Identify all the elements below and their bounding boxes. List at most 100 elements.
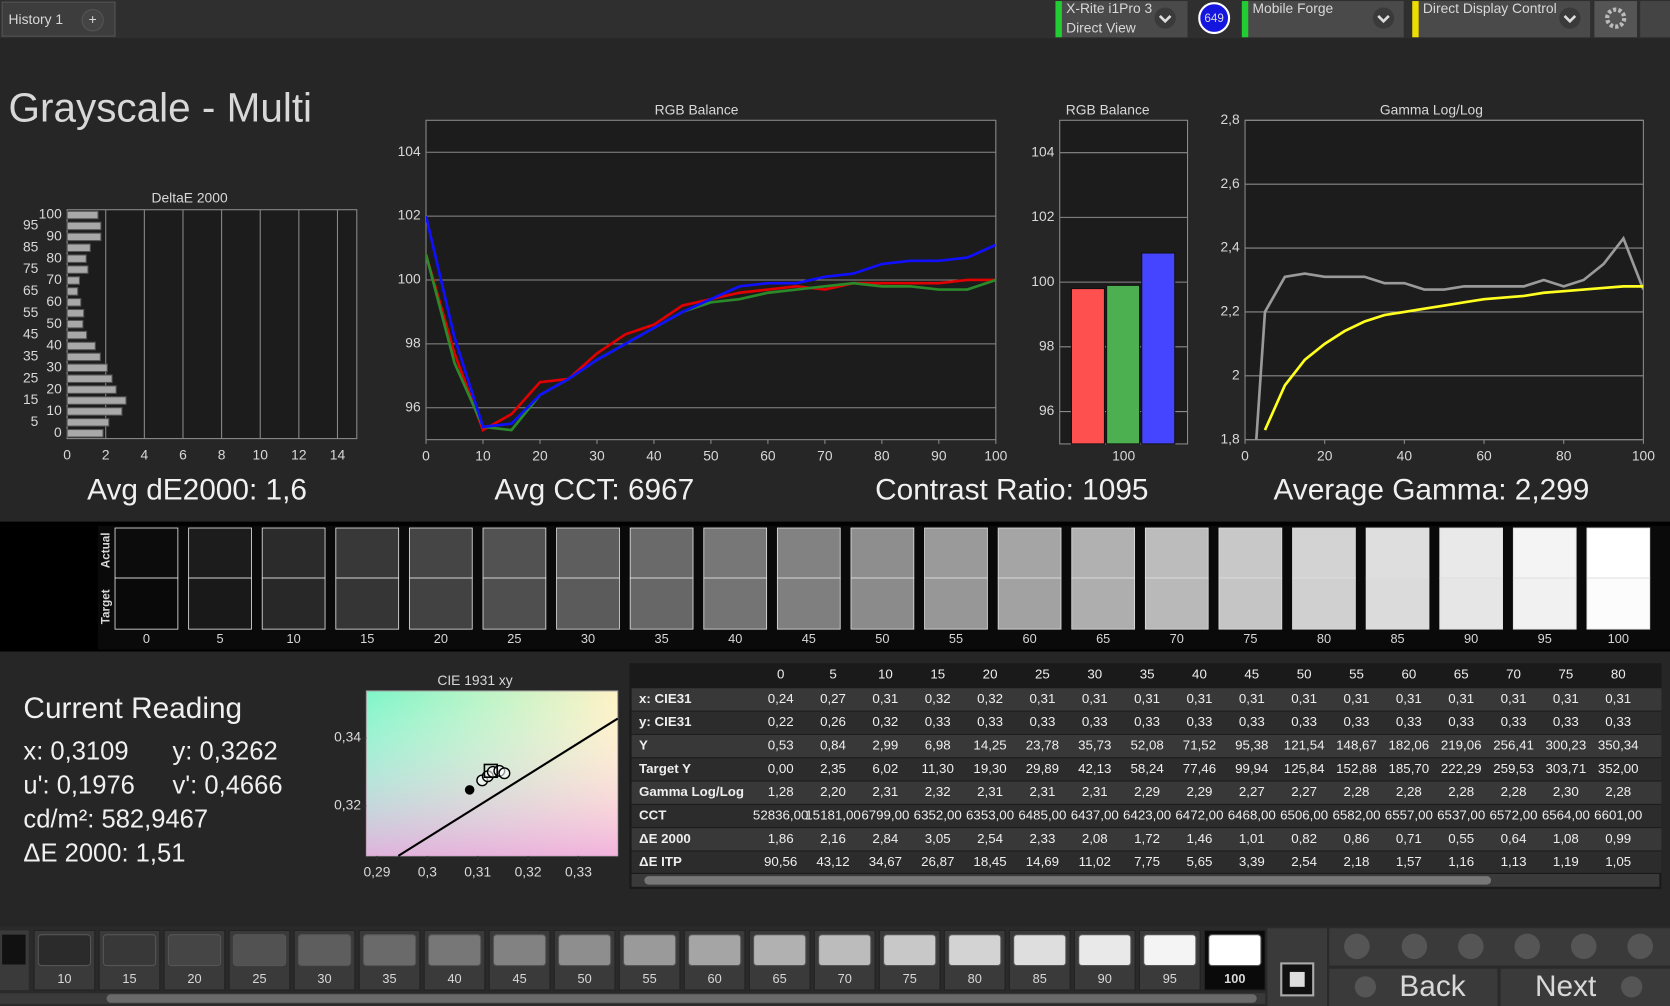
table-header: 60 [1401, 666, 1416, 681]
bar [66, 221, 102, 231]
chart-title: CIE 1931 xy [437, 672, 512, 688]
add-tab-button[interactable] [81, 9, 104, 32]
patch-label: 80 [968, 971, 982, 986]
actual-swatch [1512, 527, 1577, 579]
y-tick-label: 0,34 [334, 729, 361, 745]
patch-label: 90 [1098, 971, 1112, 986]
loop-button[interactable] [1514, 933, 1541, 960]
actual-swatch [850, 527, 915, 579]
control-name: Direct Display Control [1423, 0, 1557, 16]
patch-label: 45 [512, 971, 526, 986]
swatch-label: 100 [1608, 631, 1629, 646]
row-label: y: CIE31 [639, 714, 692, 729]
table-cell: 1,72 [1134, 831, 1160, 846]
refresh-button[interactable] [1570, 933, 1597, 960]
dropdown-button[interactable] [1154, 7, 1176, 29]
patch-swatch [37, 934, 92, 967]
swatch-label: 90 [1464, 631, 1478, 646]
swatch-label: 35 [655, 631, 669, 646]
target-swatch [703, 577, 768, 630]
table-header: 55 [1349, 666, 1364, 681]
dropdown-button[interactable] [1372, 7, 1395, 29]
table-cell: 1,13 [1501, 854, 1527, 869]
y-tick-label: 75 [23, 260, 39, 276]
table-cell: 1,08 [1553, 831, 1579, 846]
patch-label: 15 [122, 971, 136, 986]
table-row [631, 758, 1662, 781]
table-cell: 1,05 [1605, 854, 1631, 869]
patch-swatch [623, 934, 677, 967]
table-cell: 15181,00 [805, 807, 860, 822]
reading-value: u': 0,1976 [23, 771, 134, 799]
row-label: ΔE ITP [639, 854, 682, 869]
table-cell: 2,28 [1605, 784, 1631, 799]
table-cell: 0,31 [872, 691, 898, 706]
table-cell: 0,31 [1187, 691, 1213, 706]
bar [66, 287, 79, 296]
y-tick-label: 2,2 [1220, 303, 1239, 319]
table-cell: 0,33 [1605, 714, 1631, 729]
play-button[interactable] [1401, 933, 1428, 960]
table-cell: 34,67 [869, 854, 902, 869]
table-cell: 14,25 [973, 738, 1006, 753]
y-tick-label: 45 [23, 326, 39, 342]
bar [66, 319, 84, 329]
scroll-thumb[interactable] [644, 876, 1492, 885]
table-cell: 2,30 [1553, 784, 1579, 799]
actual-swatch [1586, 527, 1651, 579]
swatch-label: 80 [1317, 631, 1331, 646]
more-button[interactable] [1627, 933, 1653, 960]
target-label: Target [100, 589, 113, 624]
table-cell: 0,26 [820, 714, 846, 729]
table-cell: 19,30 [973, 761, 1006, 776]
target-swatch [556, 577, 620, 630]
table-cell: 2,54 [1291, 854, 1317, 869]
chart-title: RGB Balance [1066, 101, 1150, 117]
y-tick-label: 15 [23, 391, 39, 407]
badge-label: 649 [1204, 12, 1224, 25]
summary-stat: Average Gamma: 2,299 [1273, 474, 1589, 507]
table-row [631, 851, 1662, 873]
y-tick-label: 90 [46, 228, 62, 244]
x-tick-label: 60 [760, 447, 776, 463]
reading-value: cd/m²: 582,9467 [23, 806, 208, 834]
table-cell: 6537,00 [1437, 807, 1485, 822]
swatch-label: 25 [507, 631, 521, 646]
table-cell: 0,99 [1605, 831, 1631, 846]
step-button[interactable] [1458, 933, 1484, 960]
settings-button[interactable] [1594, 1, 1637, 38]
target-swatch [850, 577, 915, 630]
target-swatch [776, 577, 841, 630]
table-cell: 6485,00 [1018, 807, 1066, 822]
actual-swatch [335, 527, 400, 579]
x-tick-label: 0 [1241, 447, 1249, 463]
table-cell: 222,29 [1441, 761, 1482, 776]
measured-point [498, 767, 511, 780]
stop-button[interactable] [1344, 933, 1370, 960]
table-cell: 0,82 [1291, 831, 1317, 846]
patch-swatch [1143, 934, 1197, 967]
extra-button[interactable] [1640, 1, 1670, 38]
row-label: Y [639, 738, 648, 753]
bar [66, 352, 101, 362]
table-cell: 2,27 [1291, 784, 1317, 799]
bar [66, 243, 91, 253]
table-header: 75 [1558, 666, 1573, 681]
patch-swatch [557, 934, 612, 967]
table-cell: 0,33 [1448, 714, 1474, 729]
x-tick-label: 6 [179, 446, 187, 462]
patch-label: 10 [57, 971, 71, 986]
patch-swatch [818, 934, 872, 967]
scroll-thumb[interactable] [106, 994, 1257, 1003]
bar [66, 385, 117, 394]
reading-value: ΔE 2000: 1,51 [23, 840, 185, 868]
table-cell: 42,13 [1078, 761, 1111, 776]
table-cell: 182,06 [1389, 738, 1430, 753]
table-row [631, 688, 1662, 711]
patch-label: 65 [773, 971, 787, 986]
dropdown-button[interactable] [1559, 7, 1581, 29]
x-tick-label: 4 [140, 446, 148, 462]
patch-swatch [232, 934, 287, 967]
y-tick-label: 100 [1031, 273, 1054, 289]
